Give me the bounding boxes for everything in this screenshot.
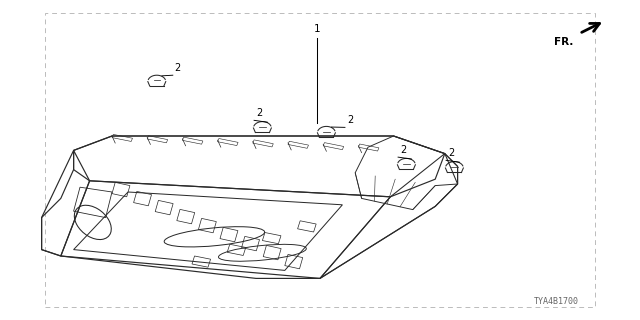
Text: 1: 1	[314, 24, 320, 34]
Text: 2: 2	[400, 145, 406, 155]
Text: 2: 2	[256, 108, 262, 118]
Text: 2: 2	[448, 148, 454, 158]
Text: 2: 2	[175, 63, 181, 73]
Text: TYA4B1700: TYA4B1700	[534, 297, 579, 306]
Text: FR.: FR.	[554, 36, 573, 47]
Text: 2: 2	[347, 115, 353, 125]
